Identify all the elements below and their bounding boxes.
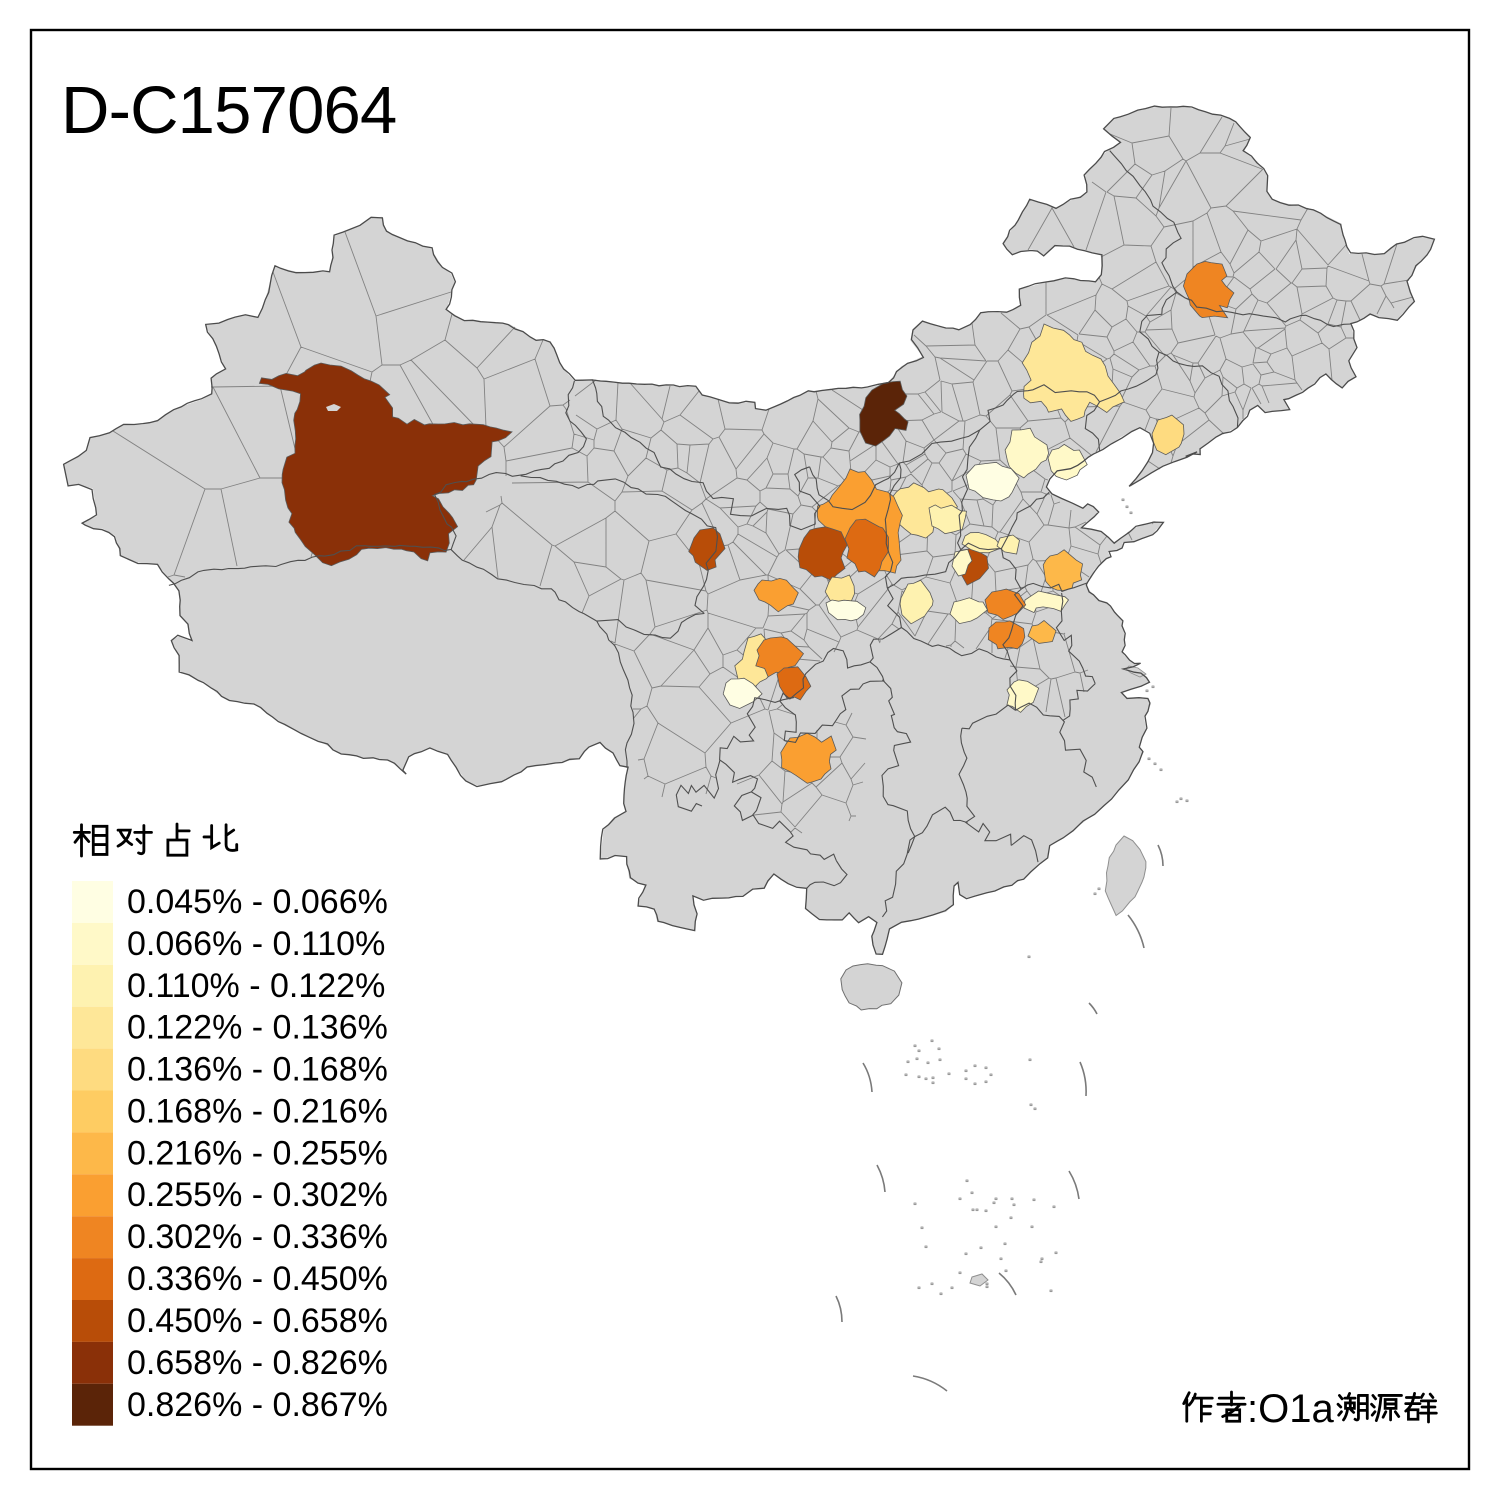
svg-text:0.110% - 0.122%: 0.110% - 0.122% [127,967,385,1005]
svg-text:0.122% - 0.136%: 0.122% - 0.136% [127,1009,388,1047]
svg-text:0.045% - 0.066%: 0.045% - 0.066% [127,883,388,921]
svg-text:0.826% - 0.867%: 0.826% - 0.867% [127,1386,388,1424]
svg-text:0.136% - 0.168%: 0.136% - 0.168% [127,1051,388,1089]
svg-text:0.658% - 0.826%: 0.658% - 0.826% [127,1344,388,1382]
svg-text:0.216% - 0.255%: 0.216% - 0.255% [127,1134,388,1172]
svg-text:0.255% - 0.302%: 0.255% - 0.302% [127,1176,388,1214]
svg-text:0.302% - 0.336%: 0.302% - 0.336% [127,1218,388,1256]
svg-text:0.450% - 0.658%: 0.450% - 0.658% [127,1302,388,1340]
svg-text::O1a: :O1a [1247,1387,1334,1431]
svg-text:0.066% - 0.110%: 0.066% - 0.110% [127,925,385,963]
svg-text:D-C157064: D-C157064 [61,73,396,148]
svg-text:0.336% - 0.450%: 0.336% - 0.450% [127,1260,388,1298]
svg-text:0.168% - 0.216%: 0.168% - 0.216% [127,1093,388,1131]
